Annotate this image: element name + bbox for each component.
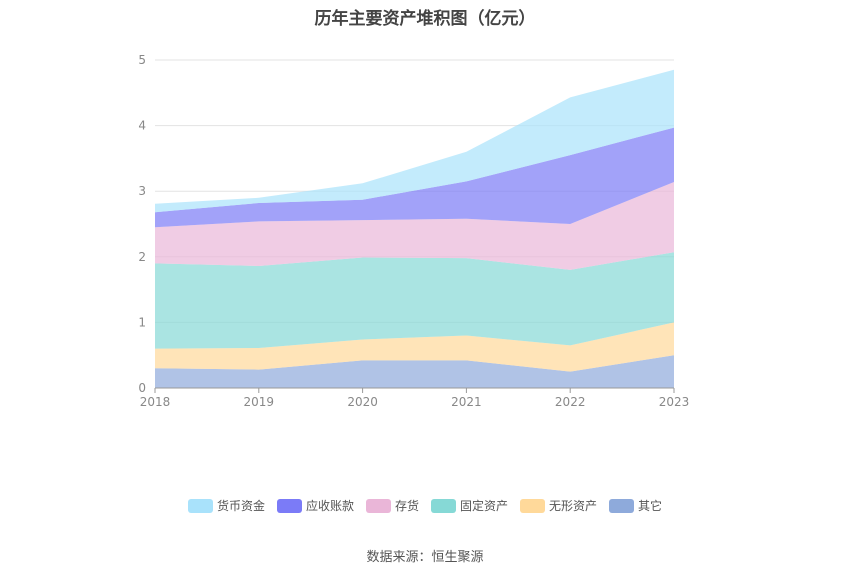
source-note: 数据来源：恒生聚源 xyxy=(366,550,484,565)
legend-item[interactable]: 固定资产 xyxy=(431,497,508,514)
area-series-固定资产 xyxy=(155,252,674,349)
x-tick-label: 2018 xyxy=(140,395,171,409)
x-tick-label: 2020 xyxy=(347,395,378,409)
legend-label: 货币资金 xyxy=(216,499,265,513)
legend-swatch xyxy=(609,498,635,513)
legend-swatch xyxy=(276,498,302,513)
x-tick-label: 2023 xyxy=(659,395,690,409)
y-tick-label: 1 xyxy=(138,315,146,329)
legend-item[interactable]: 其它 xyxy=(609,497,662,514)
legend-item[interactable]: 存货 xyxy=(365,497,419,514)
area-series-应收账款 xyxy=(155,127,674,228)
legend-label: 固定资产 xyxy=(460,499,509,513)
x-tick-label: 2022 xyxy=(555,395,586,409)
legend-swatch xyxy=(187,498,213,513)
x-tick-label: 2021 xyxy=(451,395,482,409)
area-series-其它 xyxy=(155,355,674,388)
legend-item[interactable]: 应收账款 xyxy=(276,497,354,514)
y-tick-label: 3 xyxy=(138,184,146,198)
x-tick-label: 2019 xyxy=(244,395,275,409)
legend-item[interactable]: 无形资产 xyxy=(520,497,597,514)
area-series-存货 xyxy=(155,182,674,270)
legend-swatch xyxy=(365,498,391,513)
legend-swatch xyxy=(520,498,546,513)
area-series xyxy=(155,69,674,388)
legend-item[interactable]: 货币资金 xyxy=(187,497,265,514)
legend-swatch xyxy=(431,498,456,513)
legend: 货币资金 应收账款 存货 固定资产 无形资产 其它 xyxy=(0,497,850,514)
area-series-无形资产 xyxy=(155,322,674,372)
legend-label: 其它 xyxy=(638,499,663,513)
y-tick-label: 0 xyxy=(138,381,146,395)
y-tick-label: 4 xyxy=(138,119,146,133)
y-tick-label: 5 xyxy=(138,53,146,67)
legend-label: 应收账款 xyxy=(305,499,354,513)
area-series-货币资金 xyxy=(155,69,674,213)
legend-label: 存货 xyxy=(394,499,419,513)
chart-title: 历年主要资产堆积图（亿元） xyxy=(314,9,536,29)
y-tick-label: 2 xyxy=(138,250,146,264)
axes: 0 1 2 3 4 5 2018 2019 2020 2021 2022 2023 xyxy=(138,53,689,409)
legend-label: 无形资产 xyxy=(549,499,598,513)
